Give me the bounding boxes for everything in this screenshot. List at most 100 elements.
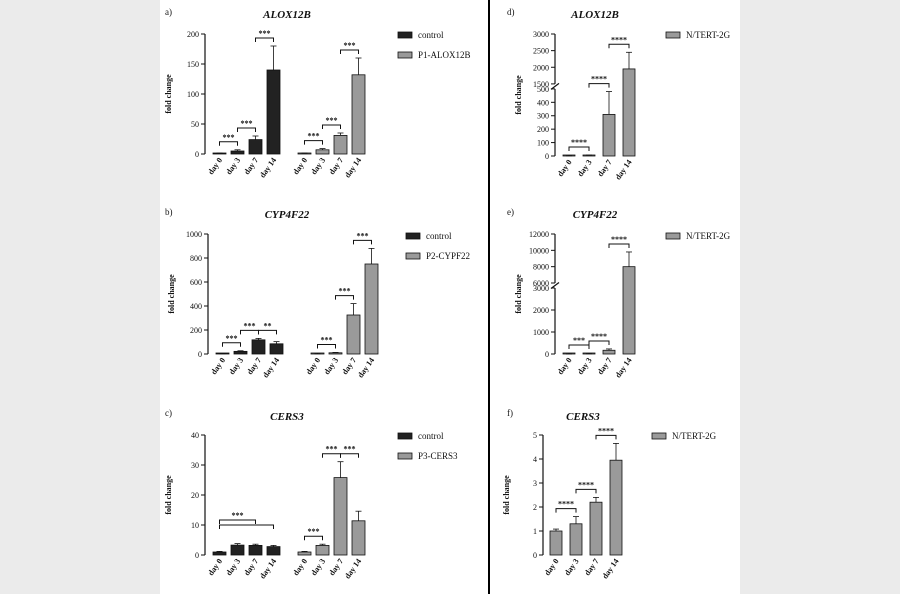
chart-title: ALOX12B xyxy=(262,9,311,21)
x-tick-label: day 7 xyxy=(242,156,260,176)
x-tick-label: day 0 xyxy=(206,156,224,176)
significance-bracket xyxy=(304,535,323,541)
x-tick-label: day 0 xyxy=(291,557,309,577)
x-tick-label: day 7 xyxy=(596,356,614,376)
y-tick-label: 2000 xyxy=(533,63,549,72)
x-tick-label: day 14 xyxy=(343,557,363,581)
y-tick-label: 20 xyxy=(191,491,199,500)
significance-label: *** xyxy=(344,445,356,454)
y-tick-label: 300 xyxy=(537,112,549,121)
panel-label: c) xyxy=(165,408,172,418)
significance-bracket xyxy=(335,295,354,300)
y-tick-label: 8000 xyxy=(533,263,549,272)
y-tick-label: 100 xyxy=(187,90,199,99)
significance-bracket xyxy=(595,434,617,440)
significance-bracket xyxy=(219,519,256,524)
bar xyxy=(333,477,348,556)
chart-title: CYP4F22 xyxy=(265,209,310,221)
significance-label: *** xyxy=(308,132,320,141)
y-tick-label: 1000 xyxy=(533,328,549,337)
significance-label: *** xyxy=(339,287,351,296)
y-tick-label: 0 xyxy=(533,551,537,560)
bar xyxy=(328,352,343,355)
bar xyxy=(589,501,603,556)
y-tick-label: 0 xyxy=(545,350,549,359)
bar xyxy=(351,74,366,155)
y-tick-label: 100 xyxy=(537,139,549,148)
bar xyxy=(266,69,281,155)
y-tick-label: 2 xyxy=(533,503,537,512)
significance-bracket xyxy=(240,329,259,335)
bar xyxy=(569,523,583,556)
y-tick-label: 4 xyxy=(533,455,537,464)
significance-bracket xyxy=(322,124,341,129)
y-tick-label: 50 xyxy=(191,120,199,129)
bar xyxy=(248,139,263,155)
significance-label: **** xyxy=(578,480,594,489)
legend-label: N/TERT-2G xyxy=(686,30,731,40)
significance-bracket xyxy=(608,43,630,49)
panel-label: a) xyxy=(165,7,172,17)
significance-bracket xyxy=(555,508,577,513)
significance-bracket xyxy=(317,343,336,349)
x-tick-label: day 7 xyxy=(583,557,601,577)
significance-label: **** xyxy=(611,35,627,44)
y-tick-label: 200 xyxy=(187,30,199,39)
y-tick-label: 0 xyxy=(198,350,202,359)
x-tick-label: day 7 xyxy=(327,156,345,176)
x-tick-label: day 3 xyxy=(322,356,340,376)
y-tick-label: 3000 xyxy=(533,30,549,39)
bar xyxy=(266,546,281,556)
significance-bracket xyxy=(322,453,341,458)
x-tick-label: day 7 xyxy=(242,557,260,577)
chart-title: ALOX12B xyxy=(570,9,619,21)
significance-bracket xyxy=(219,141,238,146)
x-tick-label: day 14 xyxy=(613,158,633,182)
significance-bracket xyxy=(568,146,590,151)
legend-label: control xyxy=(418,431,444,441)
x-tick-label: day 7 xyxy=(596,158,614,178)
bar xyxy=(233,350,248,355)
y-tick-label: 150 xyxy=(187,60,199,69)
significance-label: *** xyxy=(241,119,253,128)
legend-swatch xyxy=(397,452,413,460)
panel-label: d) xyxy=(507,7,515,17)
significance-label: *** xyxy=(321,335,333,344)
significance-label: *** xyxy=(232,511,244,520)
significance-bracket xyxy=(222,342,241,347)
y-axis-label: fold change xyxy=(514,274,523,314)
significance-bracket xyxy=(255,37,274,42)
x-tick-label: day 0 xyxy=(291,156,309,176)
legend-label: control xyxy=(426,231,452,241)
y-axis-label: fold change xyxy=(502,475,511,515)
y-tick-label: 200 xyxy=(190,326,202,335)
y-tick-label: 5 xyxy=(533,431,537,440)
bar xyxy=(297,551,312,556)
y-axis-label: fold change xyxy=(164,74,173,114)
y-tick-label: 10 xyxy=(191,521,199,530)
bar xyxy=(212,551,227,556)
y-tick-label: 800 xyxy=(190,254,202,263)
bar xyxy=(351,520,366,556)
bar xyxy=(248,545,263,556)
y-tick-label: 500 xyxy=(537,85,549,94)
significance-bracket xyxy=(353,239,372,245)
x-tick-label: day 3 xyxy=(224,156,242,176)
legend-swatch xyxy=(397,432,413,440)
significance-bracket xyxy=(608,243,630,248)
significance-bracket xyxy=(304,140,323,145)
y-tick-label: 12000 xyxy=(529,230,549,239)
legend-label: P2-CYPF22 xyxy=(426,251,470,261)
bar xyxy=(230,150,245,155)
chart-title: CERS3 xyxy=(566,411,600,423)
x-tick-label: day 7 xyxy=(245,356,263,376)
significance-bracket xyxy=(568,344,590,349)
panel-divider xyxy=(488,0,490,594)
y-tick-label: 1000 xyxy=(186,230,202,239)
y-axis-label: fold change xyxy=(164,475,173,515)
x-tick-label: day 14 xyxy=(613,356,633,380)
panel-label: f) xyxy=(507,408,513,418)
significance-label: **** xyxy=(591,75,607,84)
